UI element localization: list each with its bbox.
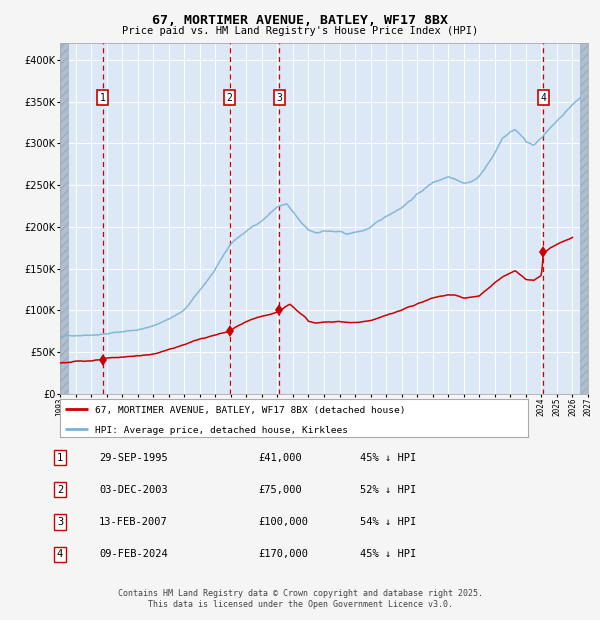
- Text: 1: 1: [57, 453, 63, 463]
- Text: 3: 3: [277, 92, 282, 103]
- Text: 67, MORTIMER AVENUE, BATLEY, WF17 8BX: 67, MORTIMER AVENUE, BATLEY, WF17 8BX: [152, 14, 448, 27]
- Text: £41,000: £41,000: [258, 453, 302, 463]
- Text: 45% ↓ HPI: 45% ↓ HPI: [360, 453, 416, 463]
- Text: 54% ↓ HPI: 54% ↓ HPI: [360, 517, 416, 527]
- Text: 09-FEB-2024: 09-FEB-2024: [99, 549, 168, 559]
- Text: 4: 4: [57, 549, 63, 559]
- Text: 45% ↓ HPI: 45% ↓ HPI: [360, 549, 416, 559]
- Text: £170,000: £170,000: [258, 549, 308, 559]
- Text: 13-FEB-2007: 13-FEB-2007: [99, 517, 168, 527]
- Text: 3: 3: [57, 517, 63, 527]
- Text: HPI: Average price, detached house, Kirklees: HPI: Average price, detached house, Kirk…: [95, 426, 348, 435]
- Text: 52% ↓ HPI: 52% ↓ HPI: [360, 485, 416, 495]
- Text: 2: 2: [57, 485, 63, 495]
- Text: 67, MORTIMER AVENUE, BATLEY, WF17 8BX (detached house): 67, MORTIMER AVENUE, BATLEY, WF17 8BX (d…: [95, 407, 406, 415]
- Bar: [580, 43, 588, 394]
- Bar: [60, 43, 68, 394]
- Text: £100,000: £100,000: [258, 517, 308, 527]
- Text: Price paid vs. HM Land Registry's House Price Index (HPI): Price paid vs. HM Land Registry's House …: [122, 26, 478, 36]
- Text: 1: 1: [100, 92, 106, 103]
- Text: 4: 4: [541, 92, 546, 103]
- Text: 03-DEC-2003: 03-DEC-2003: [99, 485, 168, 495]
- Text: £75,000: £75,000: [258, 485, 302, 495]
- Text: Contains HM Land Registry data © Crown copyright and database right 2025.
This d: Contains HM Land Registry data © Crown c…: [118, 590, 482, 609]
- Text: 2: 2: [227, 92, 233, 103]
- Text: 29-SEP-1995: 29-SEP-1995: [99, 453, 168, 463]
